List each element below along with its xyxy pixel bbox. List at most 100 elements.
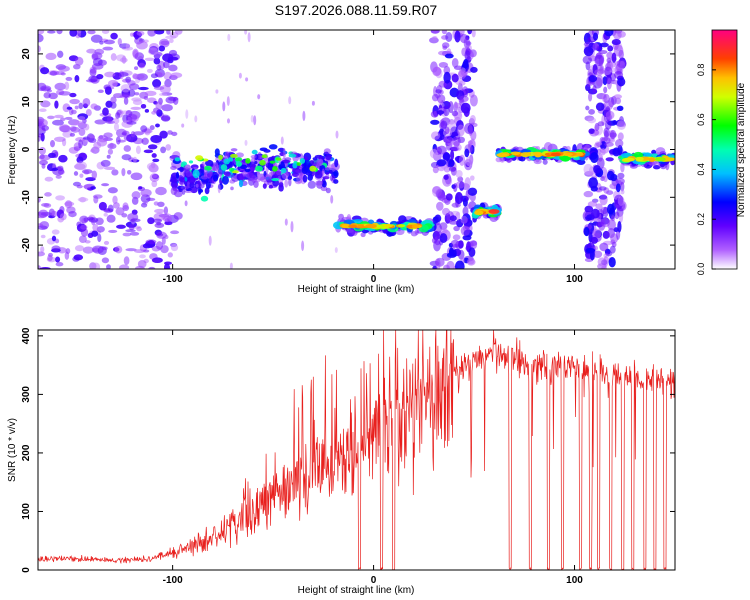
spectral-blob <box>594 142 600 149</box>
spectral-blob <box>194 115 198 123</box>
spectral-blob <box>365 223 377 229</box>
spectral-blob <box>589 151 599 164</box>
spectral-blob <box>441 42 450 49</box>
spectral-blob <box>87 216 94 221</box>
spectral-blob <box>430 131 441 140</box>
spectral-blob <box>160 40 170 46</box>
colorbar-ticks: 0.0 0.2 0.4 0.6 0.8 <box>696 64 716 275</box>
spectral-blob <box>163 206 169 215</box>
spectral-blob <box>597 257 607 267</box>
spectral-blob <box>145 239 157 245</box>
spectral-blob <box>112 117 120 124</box>
spectral-blob <box>174 157 181 162</box>
spectral-blob <box>455 180 466 189</box>
spectral-blob <box>153 51 161 59</box>
spectral-blob <box>140 103 147 109</box>
spectral-blob <box>307 180 316 189</box>
spectral-blob <box>215 89 219 94</box>
spectral-blob <box>462 206 469 216</box>
figure-title: S197.2026.088.11.59.R07 <box>275 2 438 18</box>
snr-y-label: SNR (10 * v/v) <box>7 418 18 482</box>
spectral-blob <box>457 136 466 144</box>
spectral-blob <box>588 75 598 83</box>
spectral-blob <box>126 121 137 125</box>
spectral-blob <box>616 59 627 68</box>
spectral-blob <box>161 104 173 112</box>
spectral-blob <box>40 234 46 239</box>
spectral-blob <box>600 148 606 156</box>
spectral-blob <box>45 52 57 61</box>
spectral-blob <box>156 64 162 71</box>
colorbar-tick-label: 0.2 <box>696 213 706 226</box>
spectral-blob <box>606 203 615 215</box>
spectral-blob <box>257 94 261 100</box>
spectral-blob <box>123 145 132 152</box>
spectral-blob <box>282 147 286 160</box>
spectral-blob <box>588 177 599 189</box>
spectral-blob <box>181 161 187 166</box>
spectral-blob <box>605 110 615 120</box>
x-tick-label: 0 <box>371 575 377 586</box>
spectral-blob <box>69 98 80 105</box>
spectral-blob <box>325 154 332 161</box>
spectral-blob <box>433 239 441 252</box>
spectral-blob <box>38 30 45 35</box>
spectral-blob <box>139 254 146 259</box>
spectral-blob <box>39 221 50 230</box>
spectral-blob <box>200 195 209 202</box>
spectral-blob <box>151 153 157 158</box>
spectral-blob <box>88 134 96 140</box>
spectral-blob <box>648 161 656 166</box>
spectral-blob <box>445 193 453 201</box>
spectral-blob <box>64 116 73 120</box>
spectral-blob <box>117 37 122 46</box>
spectral-blob <box>100 159 111 167</box>
spectral-blob <box>288 178 292 187</box>
spectral-blob <box>143 95 149 100</box>
spectral-blob <box>192 169 200 179</box>
spectral-blob <box>465 156 473 167</box>
spectral-blob <box>165 35 177 40</box>
spectral-blob <box>121 92 131 98</box>
spectral-blob <box>448 159 455 167</box>
spectral-blob <box>607 219 616 231</box>
spectral-blob <box>62 103 71 113</box>
spectral-blob <box>595 203 603 210</box>
spectral-blob <box>230 186 234 191</box>
spectral-blob <box>444 126 450 135</box>
spectral-blob <box>325 171 330 175</box>
spectral-blob <box>159 130 168 139</box>
spectral-blob <box>230 173 240 182</box>
spectral-blob <box>588 128 595 134</box>
spectral-blob <box>205 181 211 189</box>
spectral-blob <box>457 69 467 80</box>
spectral-blob <box>299 157 306 164</box>
spectral-blob <box>135 145 141 155</box>
spectral-blob <box>341 223 352 229</box>
spectral-blob <box>91 262 101 269</box>
spectral-blob <box>55 195 65 201</box>
spectral-blob <box>130 106 142 111</box>
spectral-blob <box>155 101 163 110</box>
spectral-blob <box>66 106 73 110</box>
spectral-blob <box>82 97 91 107</box>
spectral-blob <box>47 115 55 120</box>
spectral-blob <box>655 157 666 162</box>
spectral-blob <box>612 119 617 125</box>
spectral-blob <box>468 124 473 136</box>
spectral-blob <box>38 147 46 155</box>
spectral-blob <box>599 242 609 252</box>
spectral-blob <box>463 37 471 49</box>
spectral-blob <box>91 52 103 60</box>
spectral-blob <box>74 105 79 110</box>
spectral-blob <box>614 97 622 105</box>
spectral-blob <box>595 102 605 111</box>
spectral-blob <box>74 121 85 126</box>
spectral-blob <box>299 173 303 180</box>
snr-panel: -100 0 100 0 100 200 300 400 Height of straigh… <box>7 327 676 596</box>
spectral-blob <box>433 86 438 97</box>
spectral-blob <box>227 118 230 124</box>
spectral-blob <box>117 71 129 77</box>
spectral-blob <box>110 101 117 109</box>
